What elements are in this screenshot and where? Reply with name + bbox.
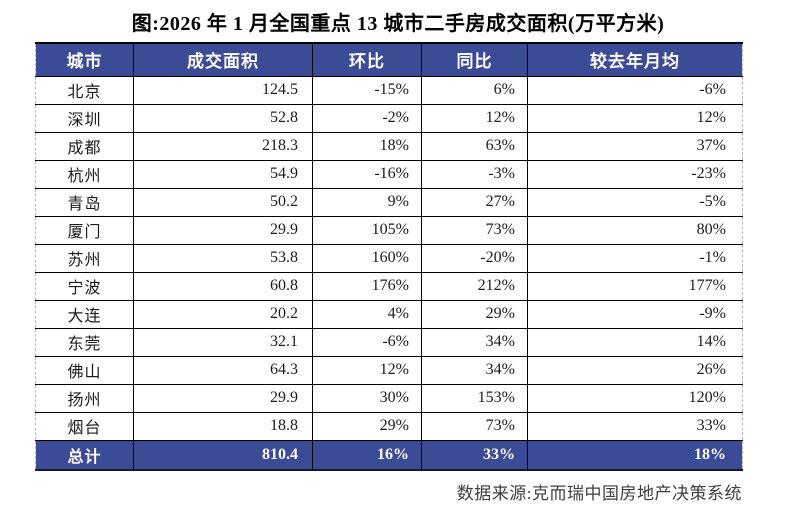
mom-cell: -2% xyxy=(312,104,422,133)
vs-avg-cell: 120% xyxy=(527,384,743,413)
city-cell: 北京 xyxy=(35,76,134,105)
yoy-cell: 73% xyxy=(421,412,528,441)
mom-cell: 4% xyxy=(312,300,422,329)
vs-avg-cell: 80% xyxy=(527,216,743,245)
vs-avg-cell: 37% xyxy=(527,132,743,161)
table-row: 青岛 50.2 9% 27% -5% xyxy=(35,188,743,217)
yoy-cell: 29% xyxy=(421,300,528,329)
column-header-area: 成交面积 xyxy=(133,43,313,77)
area-cell: 218.3 xyxy=(133,132,313,161)
table-row: 杭州 54.9 -16% -3% -23% xyxy=(35,160,743,189)
table-body: 北京 124.5 -15% 6% -6% 深圳 52.8 -2% 12% 12% 成都 218.3 18… xyxy=(35,76,743,441)
city-cell: 佛山 xyxy=(35,356,134,385)
data-source-note: 数据来源:克而瑞中国房地产决策系统 xyxy=(456,484,742,503)
figure-title: 图:2026 年 1 月全国重点 13 城市二手房成交面积(万平方米) xyxy=(131,13,665,35)
city-cell: 扬州 xyxy=(35,384,134,413)
vs-avg-cell: 14% xyxy=(527,328,743,357)
city-cell: 苏州 xyxy=(35,244,134,273)
vs-avg-cell: -23% xyxy=(527,160,743,189)
yoy-cell: 212% xyxy=(421,272,528,301)
yoy-cell: 6% xyxy=(421,76,528,105)
yoy-cell: -3% xyxy=(421,160,528,189)
mom-cell: 29% xyxy=(312,412,422,441)
mom-cell: -6% xyxy=(312,328,422,357)
yoy-cell: 12% xyxy=(421,104,528,133)
area-cell: 53.8 xyxy=(133,244,313,273)
city-cell: 杭州 xyxy=(35,160,134,189)
total-row: 总计 810.4 16% 33% 18% xyxy=(35,440,743,471)
yoy-cell: 63% xyxy=(421,132,528,161)
column-header-city: 城市 xyxy=(35,43,134,77)
total-yoy-cell: 33% xyxy=(421,440,528,471)
header-row: 城市 成交面积 环比 同比 较去年月均 xyxy=(35,43,743,77)
data-table: 城市 成交面积 环比 同比 较去年月均 北京 124.5 -15% 6% -6% 深圳 52… xyxy=(35,42,743,471)
mom-cell: 9% xyxy=(312,188,422,217)
column-header-mom: 环比 xyxy=(312,43,422,77)
vs-avg-cell: -5% xyxy=(527,188,743,217)
yoy-cell: 27% xyxy=(421,188,528,217)
vs-avg-cell: -1% xyxy=(527,244,743,273)
yoy-cell: 34% xyxy=(421,328,528,357)
mom-cell: 176% xyxy=(312,272,422,301)
column-header-vs-year-avg: 较去年月均 xyxy=(527,43,743,77)
mom-cell: -16% xyxy=(312,160,422,189)
table-row: 成都 218.3 18% 63% 37% xyxy=(35,132,743,161)
table-row: 佛山 64.3 12% 34% 26% xyxy=(35,356,743,385)
area-cell: 54.9 xyxy=(133,160,313,189)
mom-cell: 160% xyxy=(312,244,422,273)
column-header-yoy: 同比 xyxy=(421,43,528,77)
vs-avg-cell: 33% xyxy=(527,412,743,441)
area-cell: 20.2 xyxy=(133,300,313,329)
mom-cell: 18% xyxy=(312,132,422,161)
city-cell: 厦门 xyxy=(35,216,134,245)
city-cell: 东莞 xyxy=(35,328,134,357)
table-row: 深圳 52.8 -2% 12% 12% xyxy=(35,104,743,133)
total-mom-cell: 16% xyxy=(312,440,422,471)
yoy-cell: 153% xyxy=(421,384,528,413)
total-vs-avg-cell: 18% xyxy=(527,440,743,471)
city-cell: 青岛 xyxy=(35,188,134,217)
table-row: 大连 20.2 4% 29% -9% xyxy=(35,300,743,329)
area-cell: 29.9 xyxy=(133,384,313,413)
data-table-container: 城市 成交面积 环比 同比 较去年月均 北京 124.5 -15% 6% -6% 深圳 52… xyxy=(35,42,743,471)
mom-cell: 105% xyxy=(312,216,422,245)
table-row: 厦门 29.9 105% 73% 80% xyxy=(35,216,743,245)
yoy-cell: 34% xyxy=(421,356,528,385)
area-cell: 32.1 xyxy=(133,328,313,357)
city-cell: 深圳 xyxy=(35,104,134,133)
area-cell: 50.2 xyxy=(133,188,313,217)
total-label: 总计 xyxy=(35,440,134,471)
area-cell: 60.8 xyxy=(133,272,313,301)
area-cell: 18.8 xyxy=(133,412,313,441)
vs-avg-cell: 12% xyxy=(527,104,743,133)
table-row: 北京 124.5 -15% 6% -6% xyxy=(35,76,743,105)
total-area-cell: 810.4 xyxy=(133,440,313,471)
area-cell: 29.9 xyxy=(133,216,313,245)
table-row: 苏州 53.8 160% -20% -1% xyxy=(35,244,743,273)
vs-avg-cell: 26% xyxy=(527,356,743,385)
city-cell: 成都 xyxy=(35,132,134,161)
city-cell: 大连 xyxy=(35,300,134,329)
mom-cell: 30% xyxy=(312,384,422,413)
area-cell: 124.5 xyxy=(133,76,313,105)
vs-avg-cell: 177% xyxy=(527,272,743,301)
table-row: 扬州 29.9 30% 153% 120% xyxy=(35,384,743,413)
yoy-cell: 73% xyxy=(421,216,528,245)
vs-avg-cell: -6% xyxy=(527,76,743,105)
mom-cell: 12% xyxy=(312,356,422,385)
table-row: 东莞 32.1 -6% 34% 14% xyxy=(35,328,743,357)
area-cell: 52.8 xyxy=(133,104,313,133)
city-cell: 宁波 xyxy=(35,272,134,301)
table-row: 宁波 60.8 176% 212% 177% xyxy=(35,272,743,301)
mom-cell: -15% xyxy=(312,76,422,105)
yoy-cell: -20% xyxy=(421,244,528,273)
area-cell: 64.3 xyxy=(133,356,313,385)
vs-avg-cell: -9% xyxy=(527,300,743,329)
table-row: 烟台 18.8 29% 73% 33% xyxy=(35,412,743,441)
city-cell: 烟台 xyxy=(35,412,134,441)
